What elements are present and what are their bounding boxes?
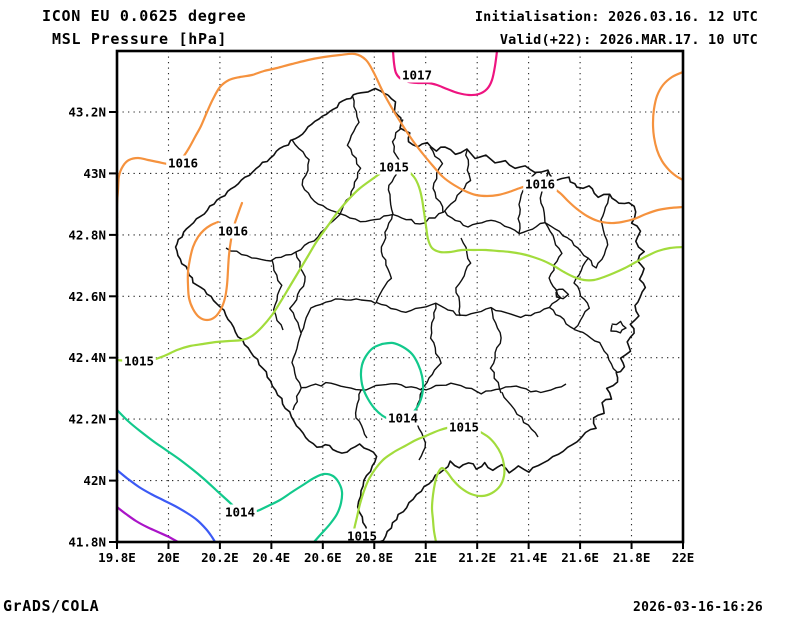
contour-line-1016: [186, 201, 244, 322]
y-tick-label: 42N: [83, 473, 106, 488]
contour-label-mask: [447, 419, 481, 435]
map-internal-boundary: [567, 237, 590, 330]
contour-line-1017: [391, 51, 499, 97]
y-tick-label: 42.6N: [68, 289, 106, 304]
contour-line-1016: [651, 70, 683, 182]
map-internal-boundary: [354, 389, 368, 439]
contour-label-1017: 1017: [402, 68, 432, 83]
x-tick-label: 21.8E: [613, 550, 651, 565]
x-tick-label: 20.4E: [253, 550, 291, 565]
x-tick-label: 19.8E: [98, 550, 136, 565]
map-internal-boundary: [291, 332, 302, 411]
map-internal-boundary: [443, 149, 472, 213]
contour-label-mask: [216, 223, 250, 239]
map-internal-boundary: [444, 210, 569, 239]
map-internal-boundary: [489, 307, 502, 394]
map-internal-boundary: [420, 382, 567, 395]
contour-line-1015: [350, 425, 506, 542]
x-tick-label: 20E: [157, 550, 180, 565]
contour-label-mask: [345, 528, 379, 544]
map-outer-boundary: [174, 87, 647, 542]
map-internal-boundary: [291, 139, 341, 215]
valid-time-label: Valid(+22): 2026.MAR.17. 10 UTC: [500, 32, 758, 48]
x-tick-label: 21E: [414, 550, 437, 565]
contour-label-1016: 1016: [525, 177, 555, 192]
field-title: MSL Pressure [hPa]: [52, 30, 227, 48]
contour-labels: 1017 1016 1016 1016 1015 1015 1015 1015 1014 1014: [122, 67, 557, 544]
x-tick-label: 21.2E: [458, 550, 496, 565]
x-tick-label: 22E: [672, 550, 695, 565]
plot-area: 1017 1016 1016 1016 1015 1015 1015 1015 1014 1014…: [68, 49, 695, 565]
contour-label-1014: 1014: [225, 505, 255, 520]
model-title: ICON EU 0.0625 degree: [42, 7, 246, 25]
contour-label-mask: [223, 504, 257, 520]
y-tick-label: 42.4N: [68, 350, 106, 365]
init-time-label: Initialisation: 2026.03.16. 12 UTC: [475, 9, 758, 25]
x-tick-label: 21.6E: [561, 550, 599, 565]
contour-label-1016: 1016: [168, 156, 198, 171]
map-internal-boundary: [610, 320, 627, 334]
map-internal-boundary: [455, 237, 472, 317]
contour-label-1015: 1015: [379, 160, 409, 175]
contour-line-1014: [117, 408, 344, 542]
map-internal-boundary: [555, 288, 570, 300]
contour-line-1015: [117, 166, 683, 364]
map-internal-boundary: [429, 146, 444, 213]
contour-line-1013: [117, 468, 217, 542]
y-tick-label: 43N: [83, 166, 106, 181]
contour-label-mask: [386, 410, 420, 426]
grads-credit-label: GrADS/COLA: [3, 597, 99, 615]
map-internal-boundary: [587, 193, 611, 269]
contour-label-mask: [122, 353, 156, 369]
map-internal-boundary: [544, 222, 563, 309]
contour-label-mask: [523, 176, 557, 192]
y-tick-label: 43.2N: [68, 105, 106, 120]
map-internal-boundary: [501, 391, 539, 438]
map-internal-boundary: [375, 213, 394, 304]
map-internal-boundary: [271, 259, 284, 331]
contour-label-1014: 1014: [388, 411, 418, 426]
x-tick-label: 20.2E: [201, 550, 239, 565]
contour-label-1015: 1015: [449, 420, 479, 435]
contour-label-mask: [400, 67, 434, 83]
y-tick-label: 42.8N: [68, 227, 106, 242]
map-internal-boundary: [300, 381, 422, 391]
map-internal-boundary: [375, 301, 575, 330]
contour-label-1016: 1016: [218, 224, 248, 239]
y-tick-label: 41.8N: [68, 535, 106, 550]
x-tick-label: 20.6E: [304, 550, 342, 565]
contour-line-1014: [359, 341, 425, 422]
map-internal-boundary: [289, 251, 306, 334]
creation-timestamp: 2026-03-16-16:26: [633, 600, 763, 615]
contour-line-1012: [117, 505, 180, 542]
contour-label-mask: [377, 159, 411, 175]
x-tick-label: 20.8E: [355, 550, 393, 565]
contour-label-1015: 1015: [124, 354, 154, 369]
kosovo-map-borders: [174, 87, 647, 542]
map-internal-boundary: [300, 298, 377, 334]
x-tick-label: 21.4E: [510, 550, 548, 565]
contour-label-mask: [166, 155, 200, 171]
map-internal-boundary: [420, 302, 442, 391]
contour-label-1015: 1015: [347, 529, 377, 544]
map-internal-boundary: [573, 328, 618, 373]
axes: 19.8E 20E 20.2E 20.4E 20.6E 20.8E 21E 21.2E 21.4…: [68, 49, 695, 565]
y-tick-label: 42.2N: [68, 412, 106, 427]
